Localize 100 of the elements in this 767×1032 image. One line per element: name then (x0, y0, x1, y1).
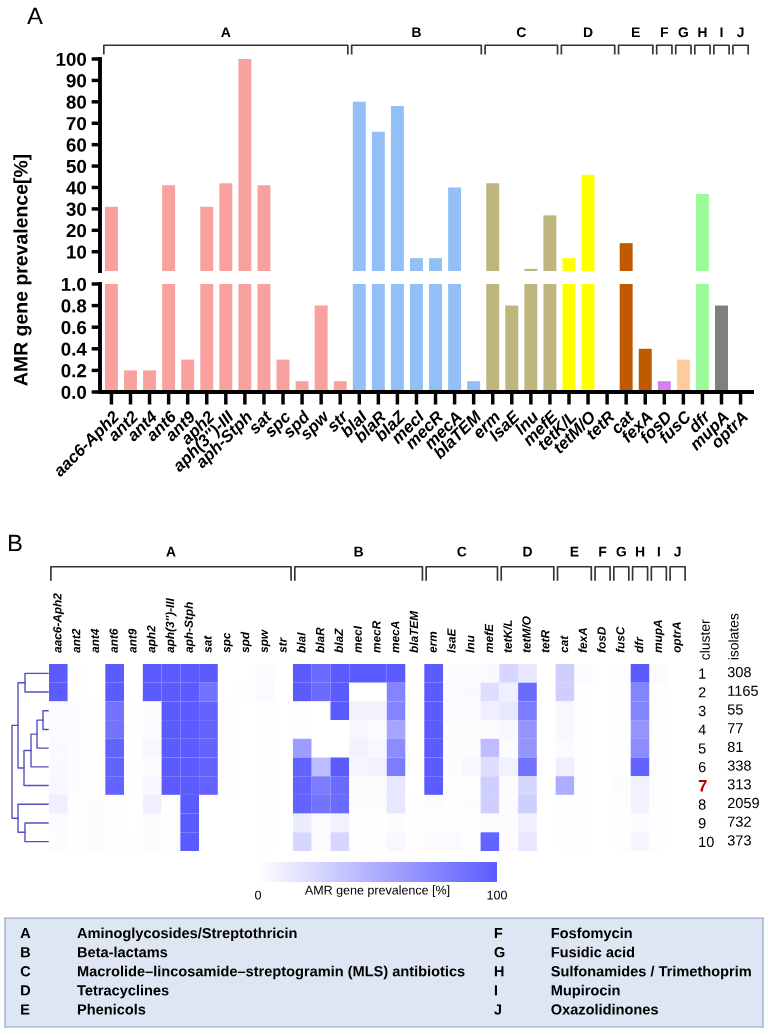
y-tick-label: 9 (698, 818, 706, 829)
bar (429, 284, 443, 392)
bar (524, 268, 538, 271)
x-tick-label: sat (203, 635, 212, 653)
bar (505, 305, 519, 392)
bar (562, 284, 576, 392)
y-tick-label: 0.4 (61, 342, 87, 356)
bar (143, 370, 157, 392)
x-tick-label: aph2 (146, 625, 158, 653)
bar (390, 106, 404, 271)
y-tick-label: 90 (66, 74, 87, 88)
x-tick-label: dfr (634, 636, 644, 653)
text: E (21, 1004, 30, 1015)
text: Beta-lactams (77, 946, 168, 958)
x-tick-label: str (278, 637, 287, 653)
bar (448, 284, 462, 392)
y-tick-label: 60 (66, 138, 87, 152)
bar (676, 359, 690, 392)
bar (104, 284, 118, 392)
text: D (523, 546, 532, 557)
y-tick-label: 100 (56, 52, 87, 66)
color-bar-label: 100 (487, 890, 507, 900)
text: Phenicols (77, 1003, 146, 1015)
y-tick-label: 2 (698, 687, 706, 698)
text: E (570, 546, 579, 557)
y-axis-title: AMR gene prevalence[%] (13, 154, 32, 386)
text: A (166, 546, 176, 557)
text: D (21, 985, 31, 996)
text: isolates (728, 613, 739, 660)
text: D (583, 27, 593, 38)
bar (409, 258, 423, 271)
text: Aminoglycosides/Streptothricin (77, 927, 297, 942)
text: B (21, 947, 31, 958)
text: J (673, 546, 681, 557)
bar (238, 59, 252, 271)
bar (162, 185, 176, 271)
y-tick-label: 8 (698, 799, 706, 810)
text: G (616, 546, 626, 557)
y-tick-label: 80 (66, 95, 87, 109)
text: A (27, 7, 43, 25)
text: H (636, 546, 645, 557)
bar (638, 348, 652, 392)
bar (543, 284, 557, 392)
text: I (494, 985, 497, 996)
text: Macrolide–lincosamide–streptogramin (MLS) antibiotics (77, 965, 465, 980)
bar (162, 284, 176, 392)
bar (486, 284, 500, 392)
text: J (736, 27, 744, 38)
bar (371, 131, 385, 271)
y2-tick-label: 1165 (728, 685, 758, 696)
bar (619, 243, 633, 271)
y-tick-label: 7 (698, 780, 707, 792)
color-bar-title: AMR gene prevalence [%] (304, 885, 450, 897)
x-tick-label: ant9 (128, 628, 137, 653)
x-tick-label: spd (240, 631, 252, 653)
y-tick-label: 30 (66, 202, 87, 216)
bar (581, 174, 595, 271)
y2-tick-label: 81 (727, 741, 743, 753)
text: Sulfonamides / Trimethoprim (551, 965, 751, 980)
bar (238, 284, 252, 392)
bar (219, 183, 233, 271)
text: Fosfomycin (551, 927, 632, 942)
bar (562, 258, 576, 271)
bar (371, 284, 385, 392)
bar (314, 305, 328, 392)
bar (390, 284, 404, 392)
text: cluster (699, 619, 710, 660)
text: Fusidic acid (551, 946, 635, 958)
bar (200, 206, 214, 271)
text: H (494, 966, 504, 977)
text: Tetracyclines (77, 984, 169, 999)
y-tick-label: 4 (698, 724, 706, 735)
x-tick-label: ant4 (90, 628, 100, 653)
x-tick-label: lnu (465, 635, 475, 653)
text: E (632, 27, 640, 38)
x-tick-label: cat (560, 635, 569, 653)
y2-tick-label: 313 (727, 779, 751, 790)
bar (124, 370, 137, 392)
bar (543, 215, 557, 271)
x-tick-label: mefE (484, 623, 494, 653)
x-tick-label: aph-Stph (184, 602, 196, 653)
text: B (412, 27, 421, 38)
text: H (698, 27, 707, 38)
text: I (657, 546, 660, 557)
x-tick-label: blaTEM (409, 610, 419, 653)
x-tick-label: optrA (672, 622, 684, 653)
bar (104, 206, 118, 271)
x-tick-label: fexA (578, 628, 587, 653)
text: F (599, 546, 607, 557)
bar (200, 284, 214, 392)
y-tick-label: 5 (698, 743, 706, 754)
bar (257, 284, 271, 392)
bar (695, 284, 709, 392)
bar (619, 284, 633, 392)
bar (581, 284, 595, 392)
y2-tick-label: 338 (727, 760, 751, 771)
bar (429, 258, 443, 271)
x-tick-label: tetK/L (503, 620, 513, 653)
y2-tick-label: 373 (727, 835, 751, 846)
text: A (20, 928, 31, 939)
